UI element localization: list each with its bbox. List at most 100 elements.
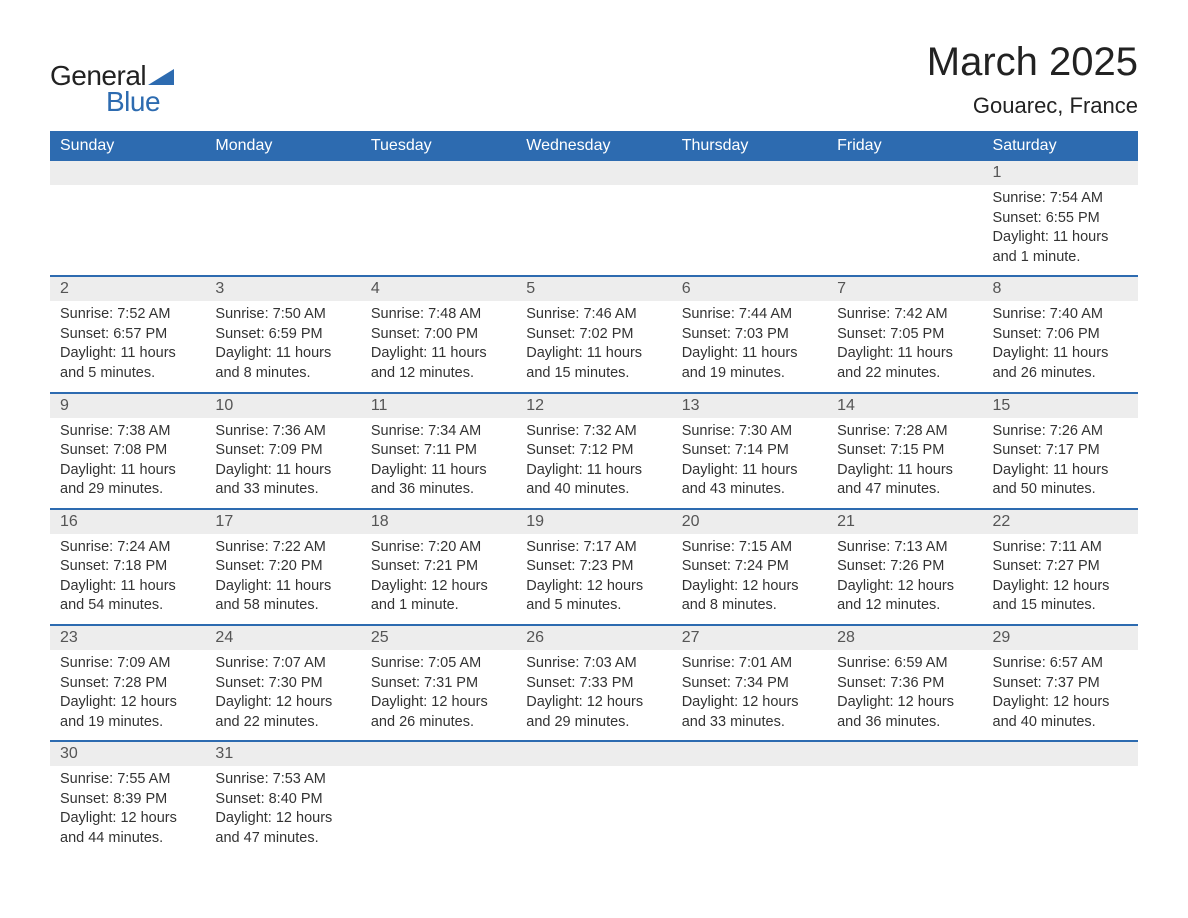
sunset-line: Sunset: 7:03 PM [682, 325, 817, 345]
daylight-line: Daylight: 11 hours and 29 minutes. [60, 461, 195, 500]
calendar-cell: 27Sunrise: 7:01 AMSunset: 7:34 PMDayligh… [672, 625, 827, 741]
logo-text-blue: Blue [106, 86, 160, 118]
sunset-line: Sunset: 7:27 PM [993, 557, 1128, 577]
calendar-row: 9Sunrise: 7:38 AMSunset: 7:08 PMDaylight… [50, 393, 1138, 509]
day-number-bar [361, 161, 516, 185]
day-body: Sunrise: 7:48 AMSunset: 7:00 PMDaylight:… [361, 301, 516, 391]
calendar-cell: 5Sunrise: 7:46 AMSunset: 7:02 PMDaylight… [516, 276, 671, 392]
day-number-bar: 14 [827, 394, 982, 418]
sunrise-line: Sunrise: 7:48 AM [371, 305, 506, 325]
calendar-header-row: Sunday Monday Tuesday Wednesday Thursday… [50, 131, 1138, 161]
sunset-line: Sunset: 7:37 PM [993, 674, 1128, 694]
calendar-cell: 2Sunrise: 7:52 AMSunset: 6:57 PMDaylight… [50, 276, 205, 392]
calendar-table: Sunday Monday Tuesday Wednesday Thursday… [50, 131, 1138, 857]
sunset-line: Sunset: 7:15 PM [837, 441, 972, 461]
daylight-line: Daylight: 11 hours and 19 minutes. [682, 344, 817, 383]
day-number-bar: 10 [205, 394, 360, 418]
sunrise-line: Sunrise: 7:40 AM [993, 305, 1128, 325]
day-number-bar: 12 [516, 394, 671, 418]
calendar-cell: 8Sunrise: 7:40 AMSunset: 7:06 PMDaylight… [983, 276, 1138, 392]
sunrise-line: Sunrise: 7:24 AM [60, 538, 195, 558]
day-body [205, 185, 360, 255]
day-number-bar: 26 [516, 626, 671, 650]
calendar-cell [205, 161, 360, 276]
calendar-cell: 17Sunrise: 7:22 AMSunset: 7:20 PMDayligh… [205, 509, 360, 625]
day-number-bar [672, 742, 827, 766]
dow-header: Friday [827, 131, 982, 161]
sunrise-line: Sunrise: 7:05 AM [371, 654, 506, 674]
day-number-bar: 15 [983, 394, 1138, 418]
day-body [361, 185, 516, 255]
daylight-line: Daylight: 11 hours and 15 minutes. [526, 344, 661, 383]
sunrise-line: Sunrise: 7:15 AM [682, 538, 817, 558]
day-body: Sunrise: 7:03 AMSunset: 7:33 PMDaylight:… [516, 650, 671, 740]
day-body: Sunrise: 6:59 AMSunset: 7:36 PMDaylight:… [827, 650, 982, 740]
daylight-line: Daylight: 11 hours and 40 minutes. [526, 461, 661, 500]
daylight-line: Daylight: 12 hours and 19 minutes. [60, 693, 195, 732]
sunrise-line: Sunrise: 7:17 AM [526, 538, 661, 558]
day-body: Sunrise: 7:32 AMSunset: 7:12 PMDaylight:… [516, 418, 671, 508]
sunset-line: Sunset: 8:40 PM [215, 790, 350, 810]
day-number-bar: 7 [827, 277, 982, 301]
sunset-line: Sunset: 7:36 PM [837, 674, 972, 694]
day-number-bar: 21 [827, 510, 982, 534]
day-number-bar: 18 [361, 510, 516, 534]
calendar-cell [827, 741, 982, 856]
sunset-line: Sunset: 7:11 PM [371, 441, 506, 461]
dow-header: Thursday [672, 131, 827, 161]
calendar-cell: 19Sunrise: 7:17 AMSunset: 7:23 PMDayligh… [516, 509, 671, 625]
sunset-line: Sunset: 7:24 PM [682, 557, 817, 577]
day-number-bar: 9 [50, 394, 205, 418]
daylight-line: Daylight: 12 hours and 29 minutes. [526, 693, 661, 732]
sunrise-line: Sunrise: 7:03 AM [526, 654, 661, 674]
daylight-line: Daylight: 11 hours and 50 minutes. [993, 461, 1128, 500]
daylight-line: Daylight: 12 hours and 33 minutes. [682, 693, 817, 732]
day-number-bar: 29 [983, 626, 1138, 650]
day-body [361, 766, 516, 836]
day-number-bar [516, 742, 671, 766]
daylight-line: Daylight: 12 hours and 47 minutes. [215, 809, 350, 848]
day-body: Sunrise: 7:24 AMSunset: 7:18 PMDaylight:… [50, 534, 205, 624]
day-number-bar: 3 [205, 277, 360, 301]
sunset-line: Sunset: 7:28 PM [60, 674, 195, 694]
calendar-cell: 25Sunrise: 7:05 AMSunset: 7:31 PMDayligh… [361, 625, 516, 741]
sunset-line: Sunset: 7:09 PM [215, 441, 350, 461]
calendar-cell [361, 741, 516, 856]
day-body [516, 766, 671, 836]
day-body: Sunrise: 7:53 AMSunset: 8:40 PMDaylight:… [205, 766, 360, 856]
calendar-cell: 1Sunrise: 7:54 AMSunset: 6:55 PMDaylight… [983, 161, 1138, 276]
day-number-bar: 23 [50, 626, 205, 650]
calendar-cell [672, 161, 827, 276]
calendar-row: 2Sunrise: 7:52 AMSunset: 6:57 PMDaylight… [50, 276, 1138, 392]
day-number-bar: 8 [983, 277, 1138, 301]
calendar-cell [361, 161, 516, 276]
sunset-line: Sunset: 7:12 PM [526, 441, 661, 461]
sunset-line: Sunset: 7:00 PM [371, 325, 506, 345]
sunrise-line: Sunrise: 7:50 AM [215, 305, 350, 325]
sunset-line: Sunset: 7:23 PM [526, 557, 661, 577]
day-body: Sunrise: 7:28 AMSunset: 7:15 PMDaylight:… [827, 418, 982, 508]
sunset-line: Sunset: 6:57 PM [60, 325, 195, 345]
daylight-line: Daylight: 11 hours and 58 minutes. [215, 577, 350, 616]
day-body: Sunrise: 7:09 AMSunset: 7:28 PMDaylight:… [50, 650, 205, 740]
daylight-line: Daylight: 11 hours and 33 minutes. [215, 461, 350, 500]
sunrise-line: Sunrise: 7:13 AM [837, 538, 972, 558]
calendar-cell: 13Sunrise: 7:30 AMSunset: 7:14 PMDayligh… [672, 393, 827, 509]
day-body: Sunrise: 7:40 AMSunset: 7:06 PMDaylight:… [983, 301, 1138, 391]
sunrise-line: Sunrise: 7:11 AM [993, 538, 1128, 558]
daylight-line: Daylight: 11 hours and 54 minutes. [60, 577, 195, 616]
sunset-line: Sunset: 7:08 PM [60, 441, 195, 461]
day-body: Sunrise: 7:01 AMSunset: 7:34 PMDaylight:… [672, 650, 827, 740]
sunrise-line: Sunrise: 7:52 AM [60, 305, 195, 325]
sunrise-line: Sunrise: 7:20 AM [371, 538, 506, 558]
day-body: Sunrise: 7:20 AMSunset: 7:21 PMDaylight:… [361, 534, 516, 624]
calendar-cell: 14Sunrise: 7:28 AMSunset: 7:15 PMDayligh… [827, 393, 982, 509]
day-body: Sunrise: 7:46 AMSunset: 7:02 PMDaylight:… [516, 301, 671, 391]
sunrise-line: Sunrise: 6:59 AM [837, 654, 972, 674]
sunset-line: Sunset: 7:06 PM [993, 325, 1128, 345]
calendar-cell: 30Sunrise: 7:55 AMSunset: 8:39 PMDayligh… [50, 741, 205, 856]
daylight-line: Daylight: 11 hours and 47 minutes. [837, 461, 972, 500]
calendar-cell [827, 161, 982, 276]
daylight-line: Daylight: 11 hours and 22 minutes. [837, 344, 972, 383]
day-body: Sunrise: 7:44 AMSunset: 7:03 PMDaylight:… [672, 301, 827, 391]
